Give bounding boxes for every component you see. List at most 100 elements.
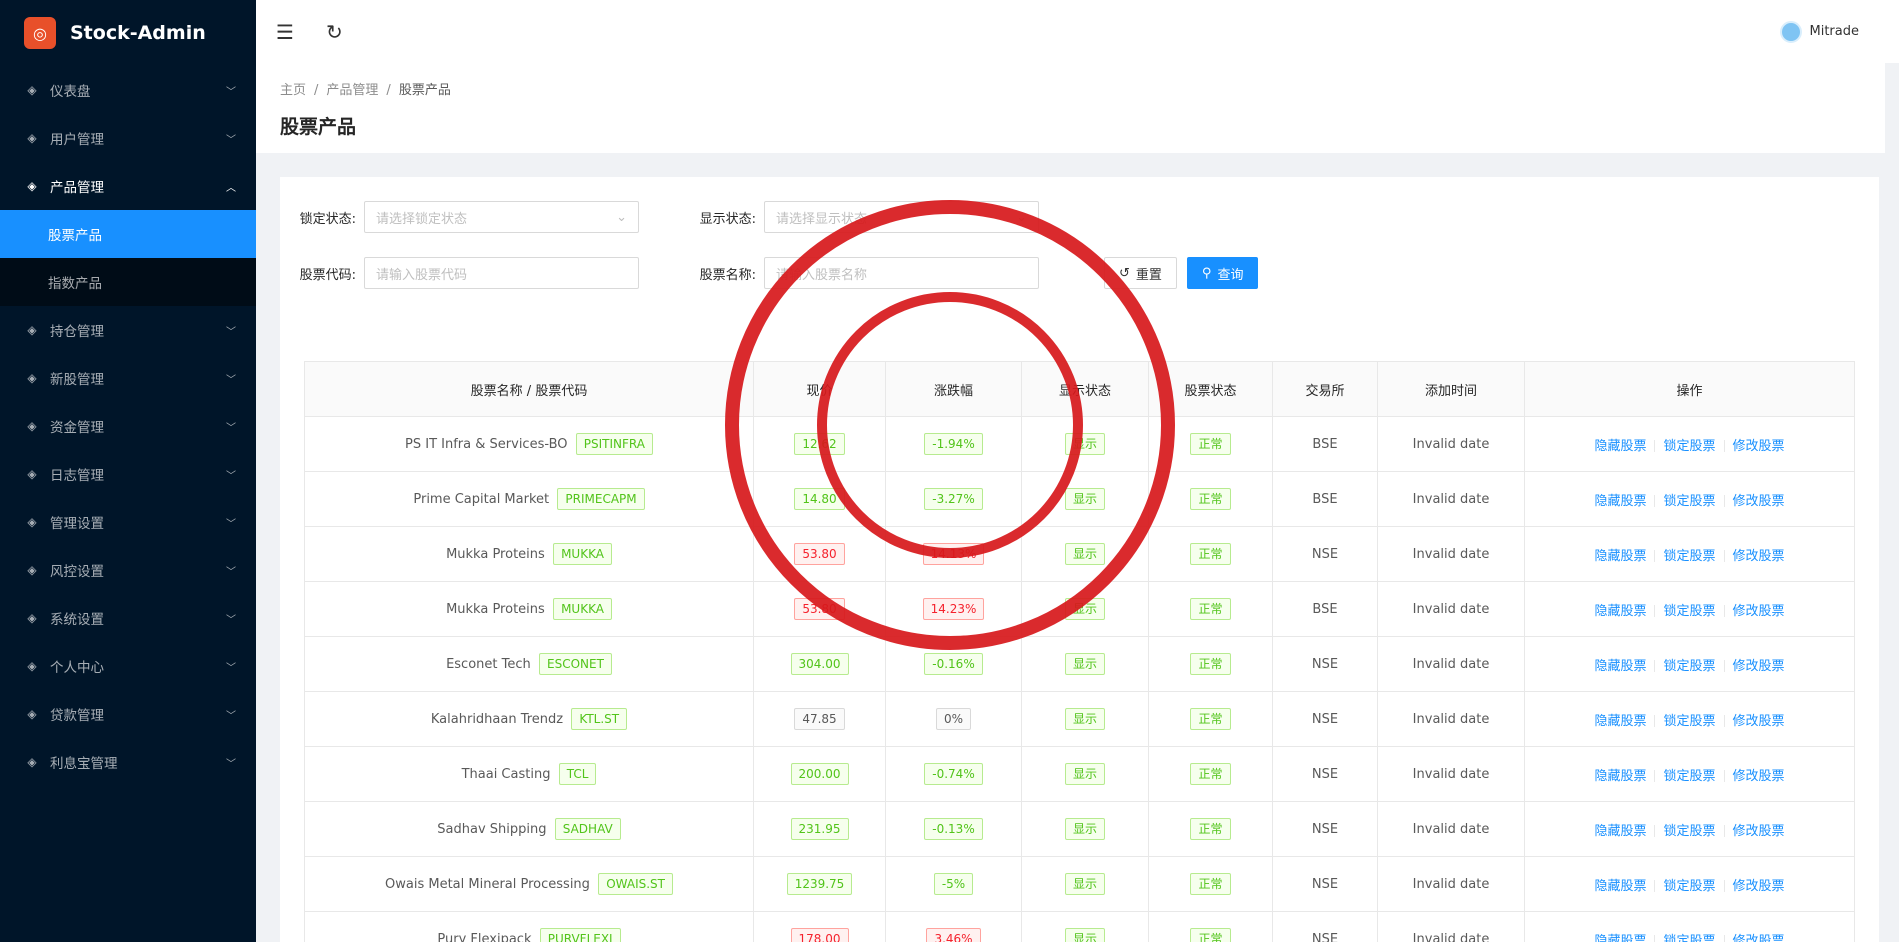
edit-stock-link[interactable]: 修改股票 — [1732, 823, 1785, 839]
chevron-down-icon: ﹀ — [226, 614, 236, 626]
refresh-icon[interactable]: ↻ — [326, 19, 343, 44]
edit-stock-link[interactable]: 修改股票 — [1732, 603, 1785, 619]
chevron-down-icon: ﹀ — [226, 470, 236, 482]
lock-stock-link[interactable]: 锁定股票 — [1663, 603, 1716, 619]
interest-icon: ◈ — [27, 755, 37, 769]
edit-stock-link[interactable]: 修改股票 — [1732, 933, 1785, 942]
name-input[interactable]: 请输入股票名称 — [764, 257, 1039, 289]
actions-cell: 隐藏股票 锁定股票 修改股票 — [1524, 691, 1855, 747]
table-row: Esconet Tech ESCONET 304.00 -0.16% 显示 正常… — [304, 636, 1855, 692]
edit-stock-link[interactable]: 修改股票 — [1732, 768, 1785, 784]
lock-stock-link[interactable]: 锁定股票 — [1663, 713, 1716, 729]
price-tag: 231.95 — [790, 818, 849, 840]
sidebar-subitem-0[interactable]: 股票产品 — [0, 210, 256, 258]
stock-name: Owais Metal Mineral Processing — [385, 877, 590, 892]
lock-stock-link[interactable]: 锁定股票 — [1663, 823, 1716, 839]
stock-status-tag: 正常 — [1190, 763, 1231, 785]
column-header: 涨跌幅 — [885, 361, 1022, 417]
sidebar-item-1[interactable]: ◈ 用户管理 ﹀ — [0, 114, 256, 162]
user-menu[interactable]: Mitrade — [1779, 20, 1860, 43]
lock-stock-link[interactable]: 锁定股票 — [1663, 658, 1716, 674]
lock-select[interactable]: 请选择锁定状态 ⌄ — [364, 201, 639, 233]
filter-actions: ↺ 重置 ⚲ 查询 — [1104, 257, 1259, 289]
sidebar-item-8[interactable]: ◈ 风控设置 ﹀ — [0, 546, 256, 594]
sidebar-item-12[interactable]: ◈ 利息宝管理 ﹀ — [0, 738, 256, 786]
hide-stock-link[interactable]: 隐藏股票 — [1594, 878, 1647, 894]
stock-code-tag: TCL — [558, 763, 597, 785]
hide-stock-link[interactable]: 隐藏股票 — [1594, 603, 1647, 619]
change-tag: -1.94% — [924, 433, 983, 455]
table-row: Pury Flexipack PURVFLEXI 178.00 3.46% 显示… — [304, 911, 1855, 942]
chevron-down-icon: ﹀ — [226, 374, 236, 386]
change-tag: 14.23% — [922, 598, 985, 620]
breadcrumb-home[interactable]: 主页 — [280, 83, 307, 98]
stock-code-tag: OWAIS.ST — [598, 873, 673, 895]
edit-stock-link[interactable]: 修改股票 — [1732, 548, 1785, 564]
lock-stock-link[interactable]: 锁定股票 — [1663, 768, 1716, 784]
gear-icon: ◈ — [27, 611, 37, 625]
collapse-menu-icon[interactable]: ☰ — [276, 19, 294, 44]
hide-stock-link[interactable]: 隐藏股票 — [1594, 933, 1647, 942]
table-row: Owais Metal Mineral Processing OWAIS.ST … — [304, 856, 1855, 912]
sidebar-item-label: 风控设置 — [50, 564, 104, 580]
change-tag: -0.74% — [924, 763, 983, 785]
sidebar-item-5[interactable]: ◈ 资金管理 ﹀ — [0, 402, 256, 450]
stock-table: 股票名称 / 股票代码 现价 涨跌幅 显示状态 股票状态 交易所 添加时间 操作 PS IT … — [304, 361, 1855, 942]
hide-stock-link[interactable]: 隐藏股票 — [1594, 823, 1647, 839]
lock-label: 锁定状态: — [299, 211, 356, 227]
hide-stock-link[interactable]: 隐藏股票 — [1594, 768, 1647, 784]
edit-stock-link[interactable]: 修改股票 — [1732, 438, 1785, 454]
sidebar-subitem-1[interactable]: 指数产品 — [0, 258, 256, 306]
sidebar-item-11[interactable]: ◈ 贷款管理 ﹀ — [0, 690, 256, 738]
chevron-down-icon: ﹀ — [226, 326, 236, 338]
user-name: Mitrade — [1809, 24, 1860, 39]
sidebar-item-7[interactable]: ◈ 管理设置 ﹀ — [0, 498, 256, 546]
column-header: 操作 — [1524, 361, 1855, 417]
stock-name: PS IT Infra & Services-BO — [405, 437, 568, 452]
breadcrumb-product[interactable]: 产品管理 — [326, 83, 379, 98]
sidebar-item-6[interactable]: ◈ 日志管理 ﹀ — [0, 450, 256, 498]
lock-stock-link[interactable]: 锁定股票 — [1663, 878, 1716, 894]
sidebar-item-0[interactable]: ◈ 仪表盘 ﹀ — [0, 66, 256, 114]
hide-stock-link[interactable]: 隐藏股票 — [1594, 713, 1647, 729]
sidebar-item-9[interactable]: ◈ 系统设置 ﹀ — [0, 594, 256, 642]
loan-icon: ◈ — [27, 707, 37, 721]
search-button[interactable]: ⚲ 查询 — [1186, 257, 1259, 289]
lock-stock-link[interactable]: 锁定股票 — [1663, 548, 1716, 564]
sidebar-item-4[interactable]: ◈ 新股管理 ﹀ — [0, 354, 256, 402]
change-tag: 3.46% — [926, 928, 981, 942]
edit-stock-link[interactable]: 修改股票 — [1732, 878, 1785, 894]
hide-stock-link[interactable]: 隐藏股票 — [1594, 493, 1647, 509]
show-select[interactable]: 请选择显示状态 ⌄ — [764, 201, 1039, 233]
stock-code-tag: SADHAV — [554, 818, 621, 840]
stock-cell: Thaai Casting TCL — [304, 746, 754, 802]
change-tag: -0.13% — [924, 818, 983, 840]
hide-stock-link[interactable]: 隐藏股票 — [1594, 658, 1647, 674]
edit-stock-link[interactable]: 修改股票 — [1732, 713, 1785, 729]
sidebar-item-2[interactable]: ◈ 产品管理 ︿ — [0, 162, 256, 210]
reset-button[interactable]: ↺ 重置 — [1104, 257, 1177, 289]
code-input[interactable]: 请输入股票代码 — [364, 257, 639, 289]
lock-filter: 锁定状态: 请选择锁定状态 ⌄ — [280, 201, 639, 233]
price-tag: 14.80 — [794, 488, 845, 510]
price-tag: 200.00 — [790, 763, 849, 785]
sidebar-item-label: 管理设置 — [50, 516, 104, 532]
lock-stock-link[interactable]: 锁定股票 — [1663, 493, 1716, 509]
hide-stock-link[interactable]: 隐藏股票 — [1594, 438, 1647, 454]
edit-stock-link[interactable]: 修改股票 — [1732, 493, 1785, 509]
show-status-tag: 显示 — [1064, 928, 1105, 942]
table-row: PS IT Infra & Services-BO PSITINFRA 12.6… — [304, 416, 1855, 472]
sidebar-item-label: 利息宝管理 — [50, 756, 118, 772]
sidebar-item-10[interactable]: ◈ 个人中心 ﹀ — [0, 642, 256, 690]
hide-stock-link[interactable]: 隐藏股票 — [1594, 548, 1647, 564]
stock-cell: Mukka Proteins MUKKA — [304, 526, 754, 582]
logo[interactable]: ◎ Stock-Admin — [0, 0, 256, 66]
actions-cell: 隐藏股票 锁定股票 修改股票 — [1524, 911, 1855, 942]
sidebar-item-3[interactable]: ◈ 持仓管理 ﹀ — [0, 306, 256, 354]
page-scrollbar[interactable] — [1885, 63, 1899, 942]
price-tag: 47.85 — [794, 708, 845, 730]
lock-stock-link[interactable]: 锁定股票 — [1663, 933, 1716, 942]
lock-stock-link[interactable]: 锁定股票 — [1663, 438, 1716, 454]
edit-stock-link[interactable]: 修改股票 — [1732, 658, 1785, 674]
table-row: Mukka Proteins MUKKA 53.80 14.13% 显示 正常 … — [304, 526, 1855, 582]
